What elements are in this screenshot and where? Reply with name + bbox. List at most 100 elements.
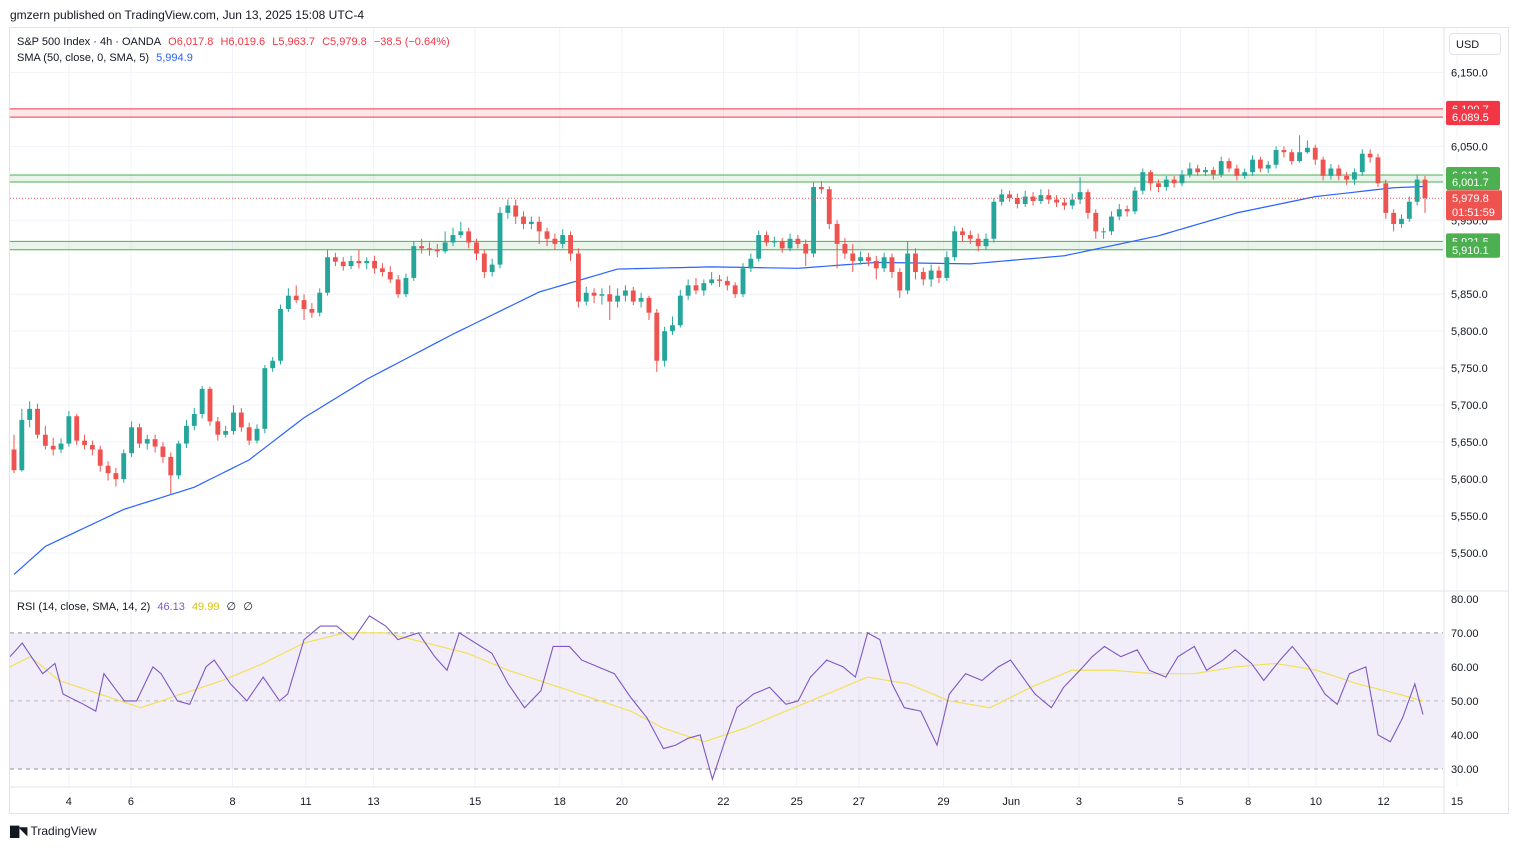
candle-body <box>11 449 17 471</box>
candle-body <box>1085 192 1091 213</box>
candle-body <box>1414 179 1420 202</box>
candle-body <box>858 257 864 261</box>
candle-body <box>1375 157 1381 184</box>
currency-selector[interactable]: USD <box>1449 33 1501 55</box>
candle-body <box>999 194 1005 202</box>
candle <box>199 385 205 419</box>
candle-body <box>599 294 605 296</box>
candle <box>489 258 495 277</box>
candle-body <box>1289 152 1295 162</box>
candle <box>811 182 816 258</box>
candle <box>1014 193 1020 209</box>
candle-body <box>795 238 801 244</box>
candle <box>505 199 511 219</box>
candle-body <box>144 439 150 444</box>
candle-body <box>1148 172 1154 184</box>
candle <box>685 279 691 301</box>
time-tick-label: 12 <box>1378 796 1390 808</box>
candle <box>771 236 777 247</box>
candle-body <box>568 235 573 254</box>
candle <box>262 365 268 434</box>
candle-body <box>732 285 738 295</box>
candle-body <box>1320 159 1326 176</box>
candle-body <box>58 443 64 450</box>
candle-body <box>1328 168 1334 176</box>
candle-body <box>960 231 965 236</box>
candle <box>1187 162 1193 178</box>
candle <box>379 263 385 277</box>
candle-body <box>403 277 409 295</box>
candle <box>1422 175 1428 213</box>
candle-body <box>160 446 166 457</box>
candle-body <box>1281 150 1287 153</box>
candle-body <box>811 186 816 254</box>
candle-body <box>19 419 25 471</box>
candle-body <box>27 408 33 420</box>
candle-body <box>670 325 675 332</box>
candle-body <box>740 268 746 295</box>
candle-body <box>340 261 346 267</box>
candle <box>176 440 182 480</box>
rsi-label[interactable]: RSI (14, close, SMA, 14, 2) <box>17 601 151 613</box>
candle <box>427 242 432 256</box>
candle <box>858 251 864 265</box>
candle <box>1344 172 1350 185</box>
candle-body <box>787 238 793 249</box>
candle <box>254 424 260 444</box>
candle-body <box>866 257 871 261</box>
sma-legend: SMA (50, close, 0, SMA, 5) 5,994.9 <box>17 52 197 64</box>
candle-body <box>1242 172 1248 176</box>
open-value: O6,017.8 <box>168 36 214 48</box>
candle-body <box>818 186 824 190</box>
candle <box>881 252 887 273</box>
last-price-tag: 5,979.8 <box>1452 193 1489 205</box>
candle-body <box>450 235 456 243</box>
candle <box>591 288 597 304</box>
symbol-name[interactable]: S&P 500 Index · 4h · OANDA <box>17 36 162 48</box>
candles-layer <box>11 135 1428 494</box>
candle-body <box>779 240 785 249</box>
candle-body <box>654 312 660 361</box>
candle <box>403 273 409 298</box>
candle-body <box>560 235 566 244</box>
candle <box>11 434 17 474</box>
sma-line <box>13 185 1426 575</box>
candle-body <box>1038 195 1044 202</box>
sma-layer <box>13 185 1426 575</box>
candle-body <box>1234 168 1240 176</box>
rsi-extra-2: ∅ <box>243 601 253 613</box>
candle-body <box>944 257 950 278</box>
candle-body <box>1022 196 1028 204</box>
candle <box>944 251 950 281</box>
zone-price-tag: 5,910.1 <box>1452 245 1489 257</box>
candle-body <box>552 238 558 244</box>
candle <box>670 316 675 335</box>
candle-body <box>1352 172 1357 180</box>
candle <box>1022 190 1028 207</box>
candle-body <box>803 243 809 254</box>
candle <box>97 445 103 472</box>
candle <box>1148 169 1154 191</box>
time-tick-label: Jun <box>1002 796 1020 808</box>
candle-body <box>301 300 307 309</box>
zone-price-tag-bg <box>1446 241 1500 258</box>
price-labels: 6,100.76,089.56,011.26,001.75,921.55,910… <box>10 100 1502 258</box>
candle <box>873 255 879 280</box>
candle <box>568 231 573 261</box>
rsi-tick-label: 80.00 <box>1451 594 1479 606</box>
candle <box>583 286 589 306</box>
candle <box>607 285 613 321</box>
candle-body <box>411 246 417 278</box>
candle <box>717 274 722 287</box>
candle-body <box>771 240 777 243</box>
candle-body <box>356 260 362 264</box>
candle-body <box>1422 179 1428 199</box>
candle <box>82 434 87 450</box>
sma-label[interactable]: SMA (50, close, 0, SMA, 5) <box>17 52 150 64</box>
candle <box>466 227 472 249</box>
publisher-credit: gmzern published on TradingView.com, Jun… <box>10 8 364 22</box>
candle <box>74 414 80 446</box>
candle <box>991 198 997 243</box>
candle <box>223 425 229 438</box>
